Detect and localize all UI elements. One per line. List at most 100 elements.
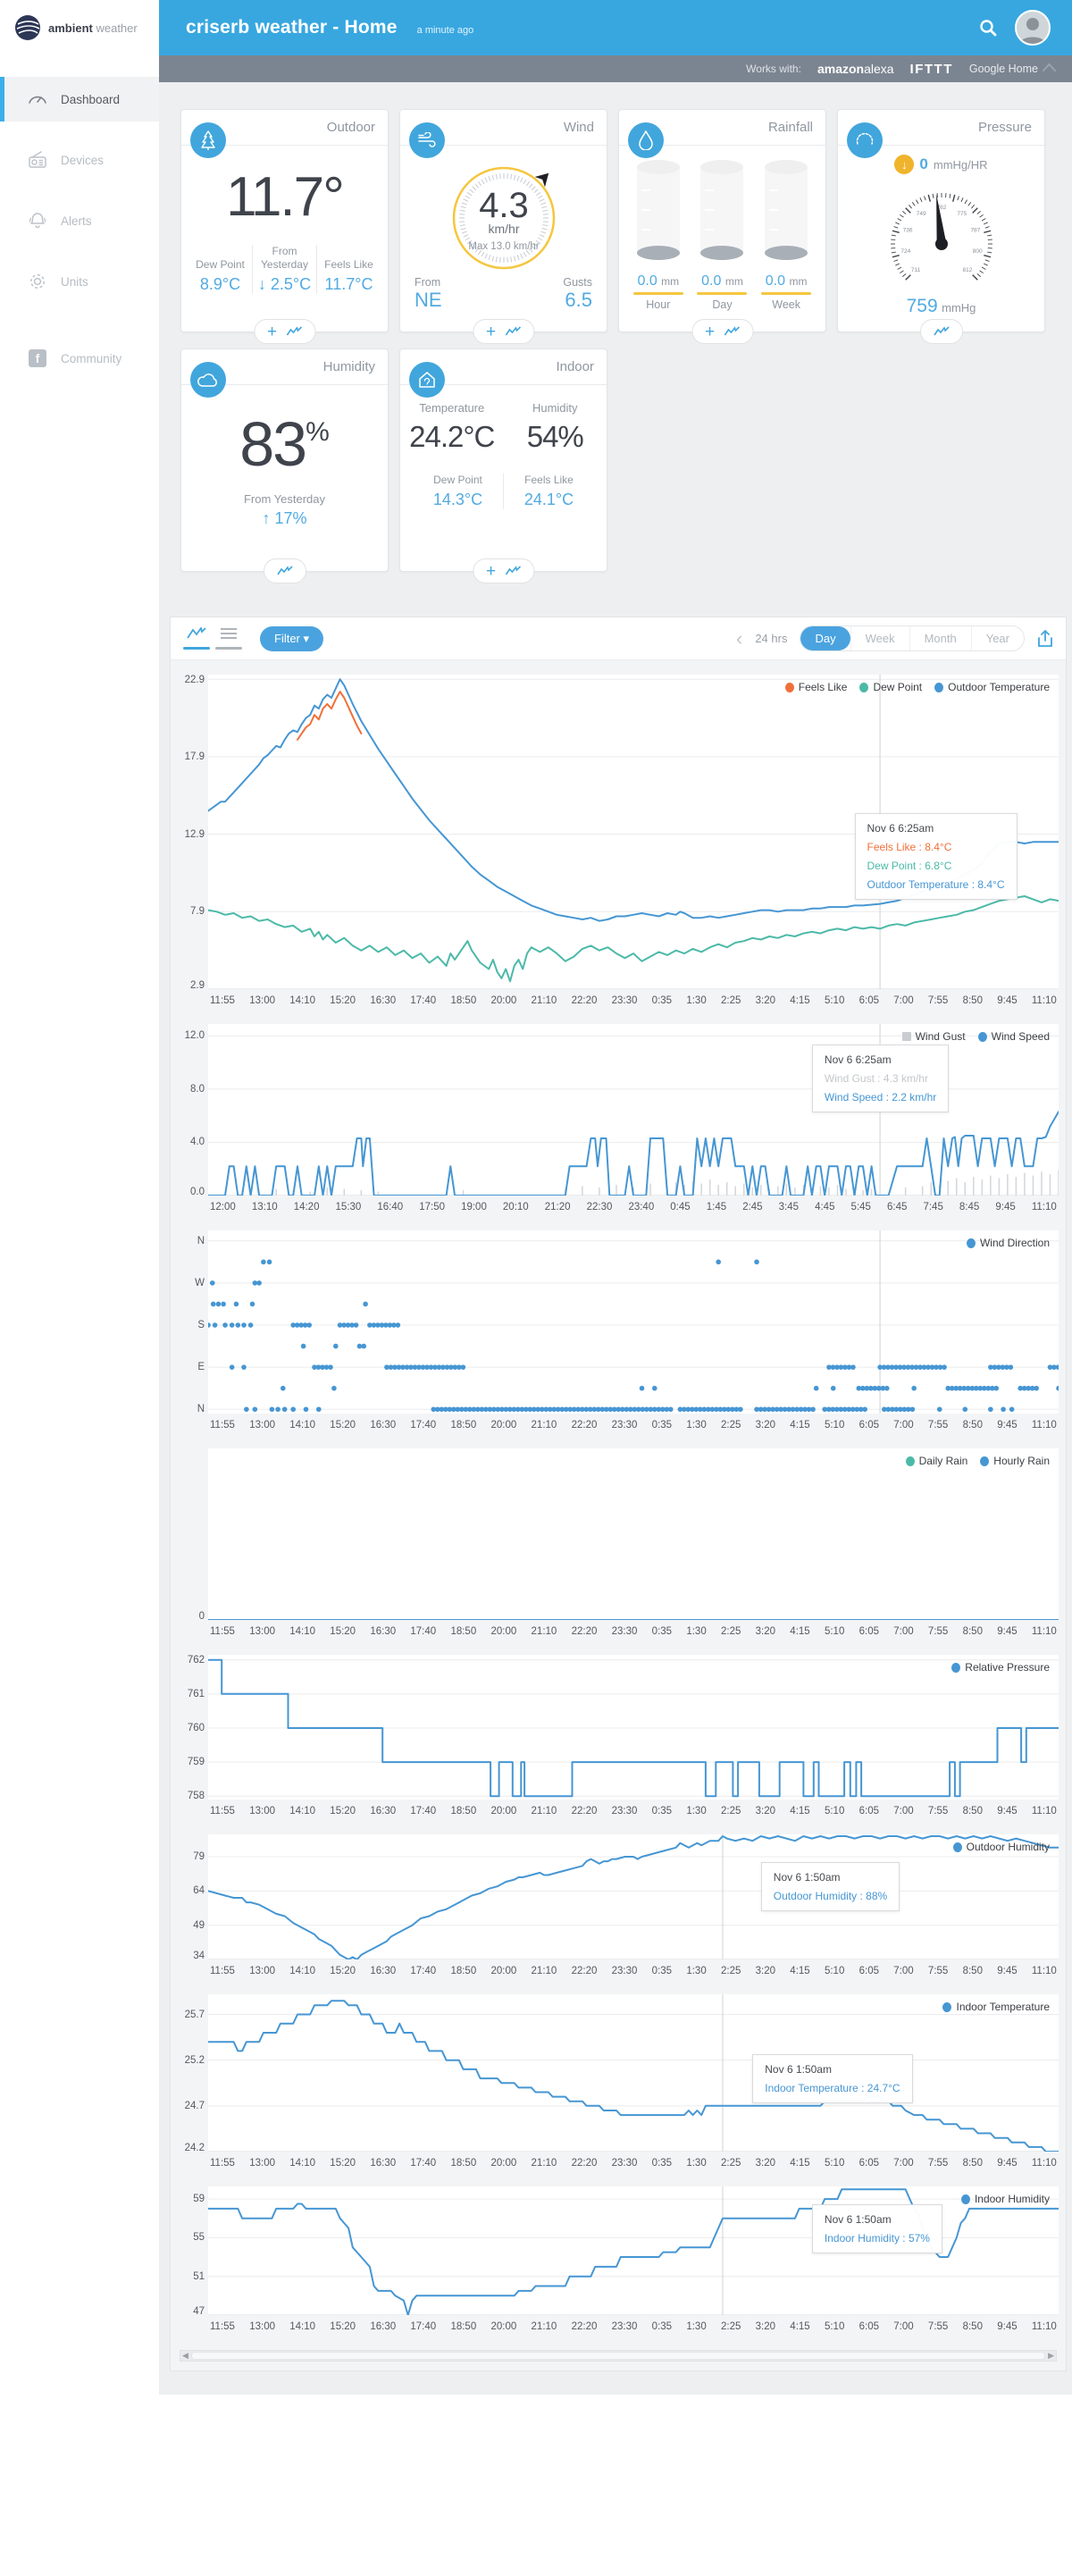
add-icon[interactable]: + bbox=[485, 322, 497, 341]
stat-value: 24.1°C bbox=[523, 491, 574, 508]
search-icon[interactable] bbox=[979, 19, 997, 37]
plot-wind-direction[interactable]: Wind Direction bbox=[205, 1230, 1061, 1414]
legend-item[interactable]: Feels Like bbox=[784, 681, 847, 693]
add-icon[interactable]: + bbox=[704, 322, 716, 341]
ifttt-logo[interactable]: IFTTT bbox=[909, 61, 953, 77]
plot-outdoor-humidity[interactable]: Outdoor Humidity Nov 6 1:50am Outdoor Humi… bbox=[207, 1834, 1059, 1960]
legend-item[interactable]: Indoor Humidity bbox=[960, 2193, 1050, 2205]
y-tick-label: 25.7 bbox=[184, 2009, 205, 2020]
add-icon[interactable]: + bbox=[266, 322, 278, 341]
plot-rain[interactable]: Daily Rain Hourly Rain bbox=[207, 1448, 1059, 1621]
legend-label: Hourly Rain bbox=[993, 1455, 1050, 1467]
legend-item[interactable]: Wind Direction bbox=[966, 1237, 1050, 1249]
x-tick-label: 7:55 bbox=[927, 2321, 949, 2332]
avatar[interactable] bbox=[1015, 10, 1051, 46]
scroll-left-arrow[interactable]: ◀ bbox=[182, 2351, 188, 2360]
x-tick-label: 13:00 bbox=[249, 995, 275, 1006]
range-day[interactable]: Day bbox=[800, 626, 850, 650]
sparkline-icon[interactable] bbox=[286, 326, 302, 337]
sidebar: Dashboard Devices Alerts Units f Communi… bbox=[0, 55, 159, 2576]
legend-item[interactable]: Indoor Temperature bbox=[942, 2001, 1050, 2013]
list-view-button[interactable] bbox=[215, 627, 242, 650]
legend-item[interactable]: Relative Pressure bbox=[951, 1661, 1050, 1674]
sparkline-icon[interactable] bbox=[933, 326, 950, 337]
legend-rain: Daily Rain Hourly Rain bbox=[905, 1455, 1050, 1467]
filter-button[interactable]: Filter ▾ bbox=[260, 625, 324, 651]
plot-relative-pressure[interactable]: Relative Pressure bbox=[207, 1655, 1059, 1800]
legend-item[interactable]: Outdoor Temperature bbox=[934, 681, 1050, 693]
sidebar-item-alerts[interactable]: Alerts bbox=[0, 198, 159, 243]
legend-item[interactable]: Outdoor Humidity bbox=[952, 1841, 1050, 1853]
range-year[interactable]: Year bbox=[970, 626, 1024, 650]
works-with-label: Works with: bbox=[746, 63, 801, 75]
x-tick-label: 3:20 bbox=[755, 2158, 776, 2169]
x-tick-label: 1:30 bbox=[686, 995, 707, 1006]
x-axis-temperature: 11:55 13:00 14:10 15:20 16:30 17:40 18:50 20:00… bbox=[208, 989, 1059, 1006]
sidebar-item-devices[interactable]: Devices bbox=[0, 138, 159, 182]
tile-actions[interactable] bbox=[919, 319, 963, 344]
y-tick-label: 24.7 bbox=[184, 2100, 205, 2111]
amazon-alexa-logo[interactable]: amazonalexa bbox=[817, 62, 894, 76]
legend-item[interactable]: Wind Gust bbox=[901, 1030, 966, 1043]
x-tick-label: 11:10 bbox=[1031, 1966, 1057, 1976]
x-tick-label: 6:05 bbox=[858, 1806, 879, 1817]
y-axis-wind-direction: N W S E N bbox=[180, 1230, 208, 1415]
stat-value: 8.9°C bbox=[199, 275, 241, 293]
x-tick-label: 23:30 bbox=[611, 995, 638, 1006]
sidebar-item-units[interactable]: Units bbox=[0, 259, 159, 304]
pressure-trend-value: 0 bbox=[919, 155, 928, 172]
range-week[interactable]: Week bbox=[850, 626, 909, 650]
plot-wind[interactable]: Wind Gust Wind Speed Nov 6 6:25am Wind Gust… bbox=[207, 1024, 1059, 1196]
sparkline-icon[interactable] bbox=[276, 566, 293, 576]
legend-item[interactable]: Hourly Rain bbox=[980, 1455, 1050, 1467]
last-updated: a minute ago bbox=[416, 25, 474, 36]
x-tick-label: 4:15 bbox=[790, 995, 810, 1006]
x-tick-label: 23:30 bbox=[611, 2321, 638, 2332]
google-home-label: Google Home bbox=[968, 63, 1038, 75]
add-icon[interactable]: + bbox=[485, 561, 497, 581]
sidebar-item-dashboard[interactable]: Dashboard bbox=[0, 77, 159, 122]
scroll-thumb[interactable] bbox=[190, 2352, 1046, 2360]
y-tick-label: E bbox=[197, 1362, 205, 1373]
export-icon[interactable] bbox=[1037, 629, 1053, 648]
legend-item[interactable]: Dew Point bbox=[859, 681, 922, 693]
svg-text:Max 13.0 km/hr: Max 13.0 km/hr bbox=[468, 241, 539, 252]
plot-indoor-humidity[interactable]: Indoor Humidity Nov 6 1:50am Indoor Humidi… bbox=[207, 2186, 1059, 2316]
tile-actions[interactable]: + bbox=[472, 558, 535, 583]
sparkline-icon[interactable] bbox=[724, 326, 740, 337]
tile-actions[interactable]: + bbox=[253, 319, 316, 344]
legend-item[interactable]: Daily Rain bbox=[905, 1455, 967, 1467]
x-tick-label: 4:15 bbox=[790, 1420, 810, 1431]
google-home-logo[interactable]: Google Home bbox=[969, 63, 1056, 75]
chart-view-button[interactable] bbox=[183, 625, 210, 650]
sparkline-icon[interactable] bbox=[505, 326, 521, 337]
range-month[interactable]: Month bbox=[909, 626, 971, 650]
y-tick-label: 17.9 bbox=[184, 751, 205, 762]
x-tick-label: 3:20 bbox=[755, 1806, 776, 1817]
tile-actions[interactable]: + bbox=[691, 319, 754, 344]
legend-item[interactable]: Wind Speed bbox=[977, 1030, 1050, 1043]
sparkline-icon[interactable] bbox=[505, 566, 521, 576]
legend-marker bbox=[905, 1456, 915, 1466]
legend-marker bbox=[952, 1842, 962, 1852]
x-tick-label: 20:00 bbox=[490, 2158, 517, 2169]
x-tick-label: 4:15 bbox=[790, 2158, 810, 2169]
rain-gauge-day: 0.0 mm Day bbox=[693, 158, 750, 311]
x-tick-label: 13:00 bbox=[249, 2158, 275, 2169]
tooltip-title: Nov 6 1:50am bbox=[765, 2062, 832, 2076]
plot-indoor-temperature[interactable]: Indoor Temperature Nov 6 1:50am Indoor Tem… bbox=[207, 1994, 1059, 2152]
brand-logo[interactable]: ambient weather bbox=[0, 0, 159, 55]
x-tick-label: 20:00 bbox=[490, 1966, 517, 1976]
plot-temperature[interactable]: Feels Like Dew Point Outdoor Temperature No… bbox=[207, 675, 1059, 990]
tile-actions[interactable]: + bbox=[472, 319, 535, 344]
horizontal-scrollbar[interactable]: ◀ ▶ bbox=[180, 2350, 1057, 2362]
sidebar-item-community[interactable]: f Community bbox=[0, 336, 159, 381]
tile-actions[interactable] bbox=[263, 558, 306, 583]
x-tick-label: 14:10 bbox=[289, 1626, 316, 1637]
x-axis-wind-direction: 11:55 13:00 14:10 15:20 16:30 17:40 18:50 20:00… bbox=[208, 1414, 1059, 1431]
legend-marker bbox=[951, 1662, 961, 1673]
chevron-left-icon[interactable]: ‹ bbox=[735, 626, 743, 650]
scroll-right-arrow[interactable]: ▶ bbox=[1048, 2351, 1054, 2360]
x-tick-label: 9:45 bbox=[997, 995, 1018, 1006]
x-tick-label: 20:00 bbox=[490, 2321, 517, 2332]
